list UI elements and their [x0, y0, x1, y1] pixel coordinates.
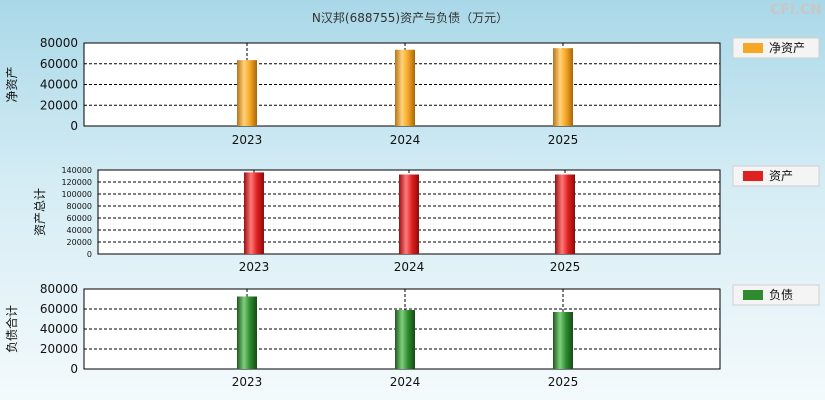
y-axis-label: 资产总计 [33, 188, 47, 236]
bar-2023 [237, 296, 257, 369]
y-tick-label: 60000 [67, 214, 92, 223]
legend-swatch [743, 43, 763, 53]
legend-swatch [743, 290, 763, 300]
y-tick-label: 80000 [67, 202, 92, 211]
y-tick-label: 20000 [40, 98, 78, 112]
bar-2023 [237, 60, 257, 126]
x-tick-label: 2023 [232, 133, 263, 147]
y-tick-label: 0 [70, 119, 78, 133]
legend-label: 资产 [769, 169, 793, 183]
y-tick-label: 40000 [40, 322, 78, 336]
y-tick-label: 80000 [40, 282, 78, 296]
x-tick-label: 2025 [548, 375, 579, 389]
y-tick-label: 40000 [40, 78, 78, 92]
y-tick-label: 60000 [40, 57, 78, 71]
watermark: CFi.CN [770, 2, 822, 18]
y-tick-label: 0 [87, 250, 92, 259]
bar-2025 [553, 312, 573, 369]
x-tick-label: 2025 [550, 260, 581, 274]
x-tick-label: 2024 [390, 375, 421, 389]
y-tick-label: 40000 [67, 226, 92, 235]
x-tick-label: 2024 [390, 133, 421, 147]
legend-label: 负债 [769, 288, 793, 302]
legend: 净资产 [732, 37, 820, 59]
x-tick-label: 2024 [394, 260, 425, 274]
panel-3: 80000 60000 40000 20000 0 2023 2024 2025 负债合计 负债 [4, 282, 820, 389]
bar-2023 [244, 172, 264, 254]
y-tick-label: 120000 [61, 178, 92, 187]
bar-2025 [553, 48, 573, 126]
y-tick-label: 80000 [40, 36, 78, 50]
y-axis-label: 负债合计 [4, 305, 19, 353]
bar-2024 [395, 49, 415, 126]
legend: 资产 [732, 165, 820, 187]
y-tick-label: 100000 [61, 190, 92, 199]
legend: 负债 [732, 284, 820, 306]
y-tick-label: 20000 [67, 238, 92, 247]
x-tick-label: 2023 [232, 375, 263, 389]
legend-label: 净资产 [769, 41, 805, 55]
panel-2: 140000 120000 100000 80000 60000 40000 20000 0 2… [33, 165, 820, 274]
y-tick-label: 60000 [40, 302, 78, 316]
bar-2024 [395, 310, 415, 369]
bar-2025 [555, 174, 575, 254]
y-axis-label: 净资产 [5, 66, 19, 102]
y-tick-label: 20000 [40, 342, 78, 356]
x-tick-label: 2025 [548, 133, 579, 147]
y-tick-label: 0 [70, 362, 78, 376]
y-tick-label: 140000 [61, 166, 92, 175]
chart-title: N汉邦(688755)资产与负债（万元） [312, 11, 508, 25]
legend-swatch [743, 171, 763, 181]
x-tick-label: 2023 [239, 260, 270, 274]
bar-2024 [399, 174, 419, 254]
